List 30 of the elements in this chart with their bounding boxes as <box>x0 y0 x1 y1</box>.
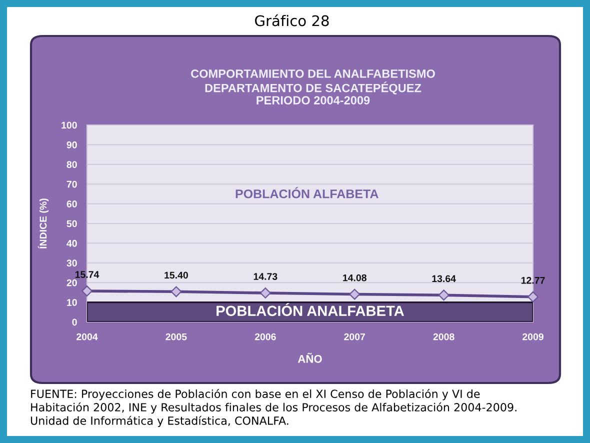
data-label: 12.77 <box>521 276 545 284</box>
y-tick-label: 100 <box>62 122 77 129</box>
y-tick-label: 0 <box>72 318 77 326</box>
x-tick-label: 2008 <box>433 333 454 340</box>
data-label: 14.08 <box>343 274 366 282</box>
x-tick-label: 2007 <box>344 333 365 340</box>
y-tick-label: 90 <box>66 141 77 148</box>
data-label: 13.64 <box>432 275 456 282</box>
data-label: 15.74 <box>75 271 100 278</box>
text: Gráfico 28 <box>255 14 329 26</box>
chart-title: COMPORTAMIENTO DEL ANALFABETISMO DEPARTAMENTO DE SACATEPÉQUEZ PERIODO 2004-2009 <box>191 69 435 104</box>
x-tick-label: 2005 <box>166 333 187 340</box>
y-tick-label: 10 <box>67 299 77 306</box>
source-note: FUENTE: Proyecciones de Población con base en el XI Censo de Población y VI de Habitación 2002, INE y Resultados finales de los Procesos de Alfabetización 2004-2009. Unidad de Informática y Estadística, CONALFA. <box>30 389 516 428</box>
y-tick-label: 80 <box>66 161 77 168</box>
x-tick-label: 2009 <box>522 333 544 340</box>
x-axis-title: AÑO <box>298 352 322 363</box>
x-tick-label: 2006 <box>254 333 276 340</box>
y-tick-label: 60 <box>66 200 77 208</box>
y-tick-label: 40 <box>66 240 77 247</box>
band-label: POBLACIÓN ANALFABETA <box>216 302 404 316</box>
y-axis-title: ÍNDICE (%) <box>38 198 49 248</box>
y-tick-label: 50 <box>66 220 77 228</box>
data-label: 14.73 <box>254 273 278 280</box>
data-label: 15.40 <box>164 272 188 279</box>
y-tick-label: 30 <box>66 260 77 267</box>
annotation: POBLACIÓN ALFABETA <box>236 187 378 198</box>
y-tick-label: 20 <box>66 279 77 286</box>
x-tick-label: 2004 <box>76 333 98 340</box>
y-tick-label: 70 <box>66 180 77 188</box>
